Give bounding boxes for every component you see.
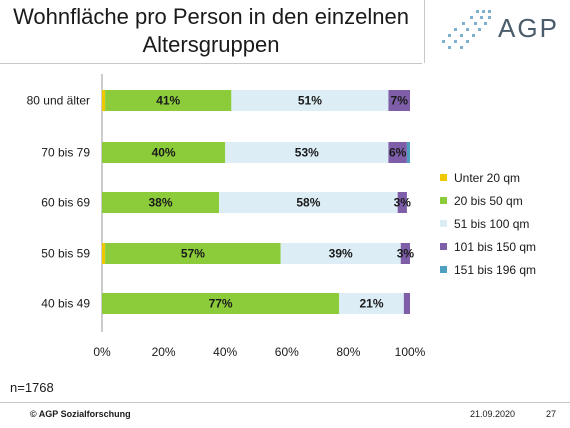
- data-label: 3%: [397, 247, 415, 261]
- bar-segment: [105, 243, 281, 264]
- bar-segment: [397, 192, 407, 213]
- bar-segment: [231, 90, 389, 111]
- legend-item: 101 bis 150 qm: [440, 235, 536, 258]
- data-label: 7%: [391, 94, 409, 108]
- chart-legend: Unter 20 qm 20 bis 50 qm 51 bis 100 qm 101 …: [440, 166, 536, 281]
- data-label: 77%: [209, 297, 233, 311]
- legend-swatch: [440, 220, 447, 227]
- bar-segment: [102, 243, 106, 264]
- footer-divider: [0, 402, 570, 403]
- legend-label: 151 bis 196 qm: [454, 262, 537, 277]
- bar-segment: [403, 293, 410, 314]
- legend-swatch: [440, 243, 447, 250]
- legend-item: 20 bis 50 qm: [440, 189, 536, 212]
- footer-date: 21.09.2020: [470, 409, 516, 419]
- legend-item: 151 bis 196 qm: [440, 258, 536, 281]
- slide-title: Wohnfläche pro Person in den einzelnen A…: [0, 3, 422, 59]
- bar-segment: [388, 90, 410, 111]
- sample-size: n=1768: [10, 380, 54, 395]
- data-label: 41%: [156, 94, 180, 108]
- bar-segment: [388, 142, 407, 163]
- stacked-bar-chart: 80 und älter 41% 51% 7% 70 bis 79 40% 53% 6% 60 …: [27, 74, 426, 359]
- legend-swatch: [440, 197, 447, 204]
- legend-item: Unter 20 qm: [440, 166, 536, 189]
- category-label: 50 bis 59: [41, 247, 90, 261]
- bar-segment: [219, 192, 398, 213]
- legend-label: 20 bis 50 qm: [454, 193, 523, 208]
- bar-segment: [225, 142, 389, 163]
- legend-swatch: [440, 174, 447, 181]
- legend-label: 51 bis 100 qm: [454, 216, 530, 231]
- data-label: 3%: [394, 196, 412, 210]
- logo-dots-icon: [442, 10, 491, 49]
- bar-segment: [280, 243, 401, 264]
- logo-divider: [424, 0, 425, 63]
- legend-label: 101 bis 150 qm: [454, 239, 537, 254]
- x-tick-label: 80%: [336, 345, 360, 359]
- data-label: 39%: [329, 247, 353, 261]
- category-label: 70 bis 79: [41, 146, 90, 160]
- logo-text: AGP: [498, 13, 559, 43]
- category-label: 80 und älter: [27, 94, 90, 108]
- bar-segment: [102, 293, 340, 314]
- bar-segment: [339, 293, 404, 314]
- data-label: 51%: [298, 94, 322, 108]
- category-label: 60 bis 69: [41, 196, 90, 210]
- title-divider: [0, 63, 422, 64]
- legend-swatch: [440, 266, 447, 273]
- data-label: 53%: [295, 146, 319, 160]
- category-label: 40 bis 49: [41, 297, 90, 311]
- bar-segment: [406, 142, 410, 163]
- x-tick-label: 20%: [152, 345, 176, 359]
- data-label: 6%: [389, 146, 407, 160]
- footer-organization: © AGP Sozialforschung: [30, 409, 131, 419]
- agp-logo: AGP: [436, 6, 566, 54]
- bar-segment: [102, 90, 106, 111]
- slide-title-line1: Wohnfläche pro Person in den einzelnen: [13, 4, 409, 29]
- data-label: 57%: [181, 247, 205, 261]
- bar-segment: [102, 142, 226, 163]
- bar-segment: [105, 90, 232, 111]
- legend-label: Unter 20 qm: [454, 170, 521, 185]
- page-number: 27: [546, 409, 557, 419]
- bar-segment: [400, 243, 410, 264]
- x-tick-label: 100%: [395, 345, 426, 359]
- data-label: 40%: [152, 146, 176, 160]
- bar-segment: [102, 192, 220, 213]
- data-label: 21%: [359, 297, 383, 311]
- legend-item: 51 bis 100 qm: [440, 212, 536, 235]
- data-label: 58%: [296, 196, 320, 210]
- data-label: 38%: [149, 196, 173, 210]
- x-tick-label: 40%: [213, 345, 237, 359]
- x-tick-label: 0%: [93, 345, 111, 359]
- x-tick-label: 60%: [275, 345, 299, 359]
- slide-title-line2: Altersgruppen: [142, 32, 280, 57]
